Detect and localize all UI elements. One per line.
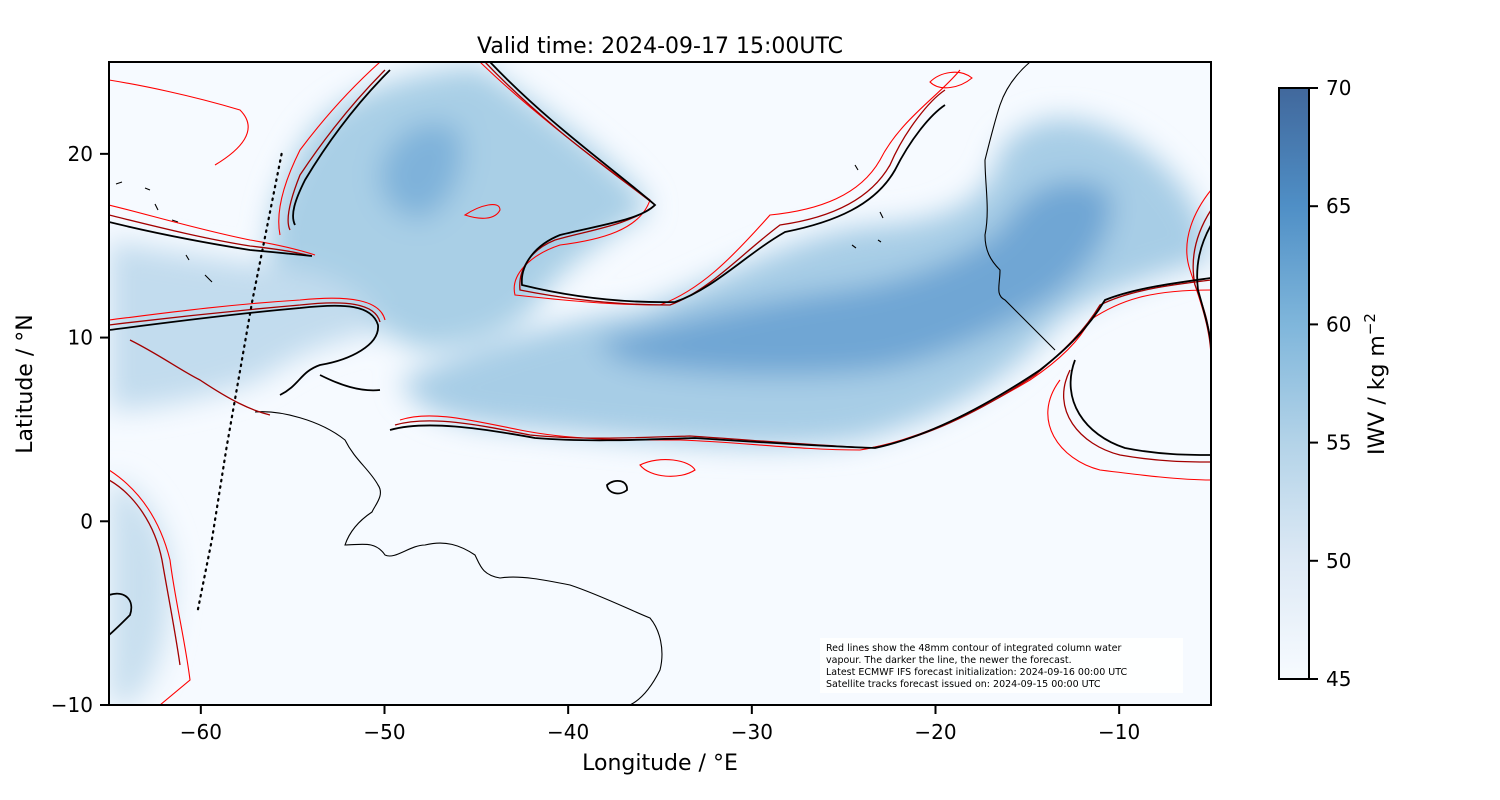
- contour-darkred-southwest: [109, 479, 181, 666]
- satellite-track: [196, 152, 283, 615]
- iwv-field: [109, 66, 1210, 705]
- map-area: Red lines show the 48mm contour of integ…: [109, 62, 1211, 705]
- contour-darkred-west: [109, 214, 381, 416]
- iwv-region-band: [400, 118, 1210, 447]
- contour-black-southwest: [109, 592, 133, 636]
- coastline-south-america: [254, 411, 663, 705]
- contour-black-band-south: [389, 277, 1211, 449]
- coastline-north-africa: [984, 62, 1056, 351]
- iwv-region-core: [600, 180, 1112, 376]
- colorbar-tick-label: 50: [1326, 549, 1351, 573]
- x-axis: −60 −50 −40 −30 −20 −10: [180, 705, 1140, 744]
- x-tick-label: −10: [1098, 720, 1140, 744]
- iwv-region-core-north: [379, 122, 463, 220]
- iwv-region-north: [269, 66, 650, 350]
- colorbar-gradient: [1278, 87, 1310, 680]
- contour-black-islet: [606, 479, 628, 495]
- note-box-background: [820, 638, 1183, 693]
- colorbar-axis: 45 50 55 60 65 70: [1309, 76, 1351, 691]
- y-tick-label: 10: [68, 326, 93, 350]
- iwv-contours: [109, 62, 1211, 705]
- contour-red-blob-1: [463, 204, 501, 219]
- contour-group-newest: [109, 62, 1211, 636]
- x-tick-label: −20: [914, 720, 956, 744]
- plot-frame: [108, 61, 1212, 706]
- plot-title: Valid time: 2024-09-17 15:00UTC: [477, 34, 843, 59]
- y-tick-label: −10: [51, 693, 93, 717]
- note-line-4: Satellite tracks forecast issued on: 202…: [826, 679, 1101, 690]
- colorbar-label-superscript: −2: [1361, 313, 1379, 335]
- note-box: Red lines show the 48mm contour of integ…: [820, 638, 1183, 693]
- contour-red-southwest: [109, 469, 191, 705]
- coastline-caribbean: [115, 181, 213, 283]
- note-line-3: Latest ECMWF IFS forecast initialization…: [826, 667, 1127, 678]
- contour-red-blob-3: [929, 71, 973, 89]
- x-tick-label: −40: [547, 720, 589, 744]
- colorbar-tick-label: 60: [1326, 312, 1351, 336]
- x-axis-label: Longitude / °E: [582, 751, 738, 776]
- note-line-2: vapour. The darker the line, the newer t…: [826, 655, 1072, 666]
- contour-black-north: [292, 62, 946, 304]
- contour-black-east: [1069, 224, 1211, 456]
- colorbar-tick-label: 65: [1326, 194, 1351, 218]
- colorbar: 45 50 55 60 65 70 IWV / kg m−2: [1278, 76, 1390, 691]
- contour-black-west: [109, 221, 381, 396]
- y-axis-label: Latitude / °N: [13, 314, 38, 453]
- y-tick-label: 0: [80, 509, 93, 533]
- contour-red-blob-2: [639, 459, 696, 477]
- colorbar-tick-label: 70: [1326, 76, 1351, 100]
- contour-red-west: [109, 79, 386, 321]
- y-tick-label: 20: [68, 142, 93, 166]
- y-axis: −10 0 10 20: [51, 142, 109, 717]
- x-tick-label: −50: [363, 720, 405, 744]
- colorbar-tick-label: 45: [1326, 667, 1351, 691]
- note-line-1: Red lines show the 48mm contour of integ…: [826, 643, 1121, 654]
- coastlines: [115, 62, 1056, 705]
- colorbar-label-text: IWV / kg m: [1365, 335, 1390, 455]
- x-tick-label: −30: [731, 720, 773, 744]
- coastline-islands-africa: [851, 164, 884, 249]
- colorbar-label: IWV / kg m−2: [1361, 313, 1390, 455]
- x-tick-label: −60: [180, 720, 222, 744]
- colorbar-tick-label: 55: [1326, 431, 1351, 455]
